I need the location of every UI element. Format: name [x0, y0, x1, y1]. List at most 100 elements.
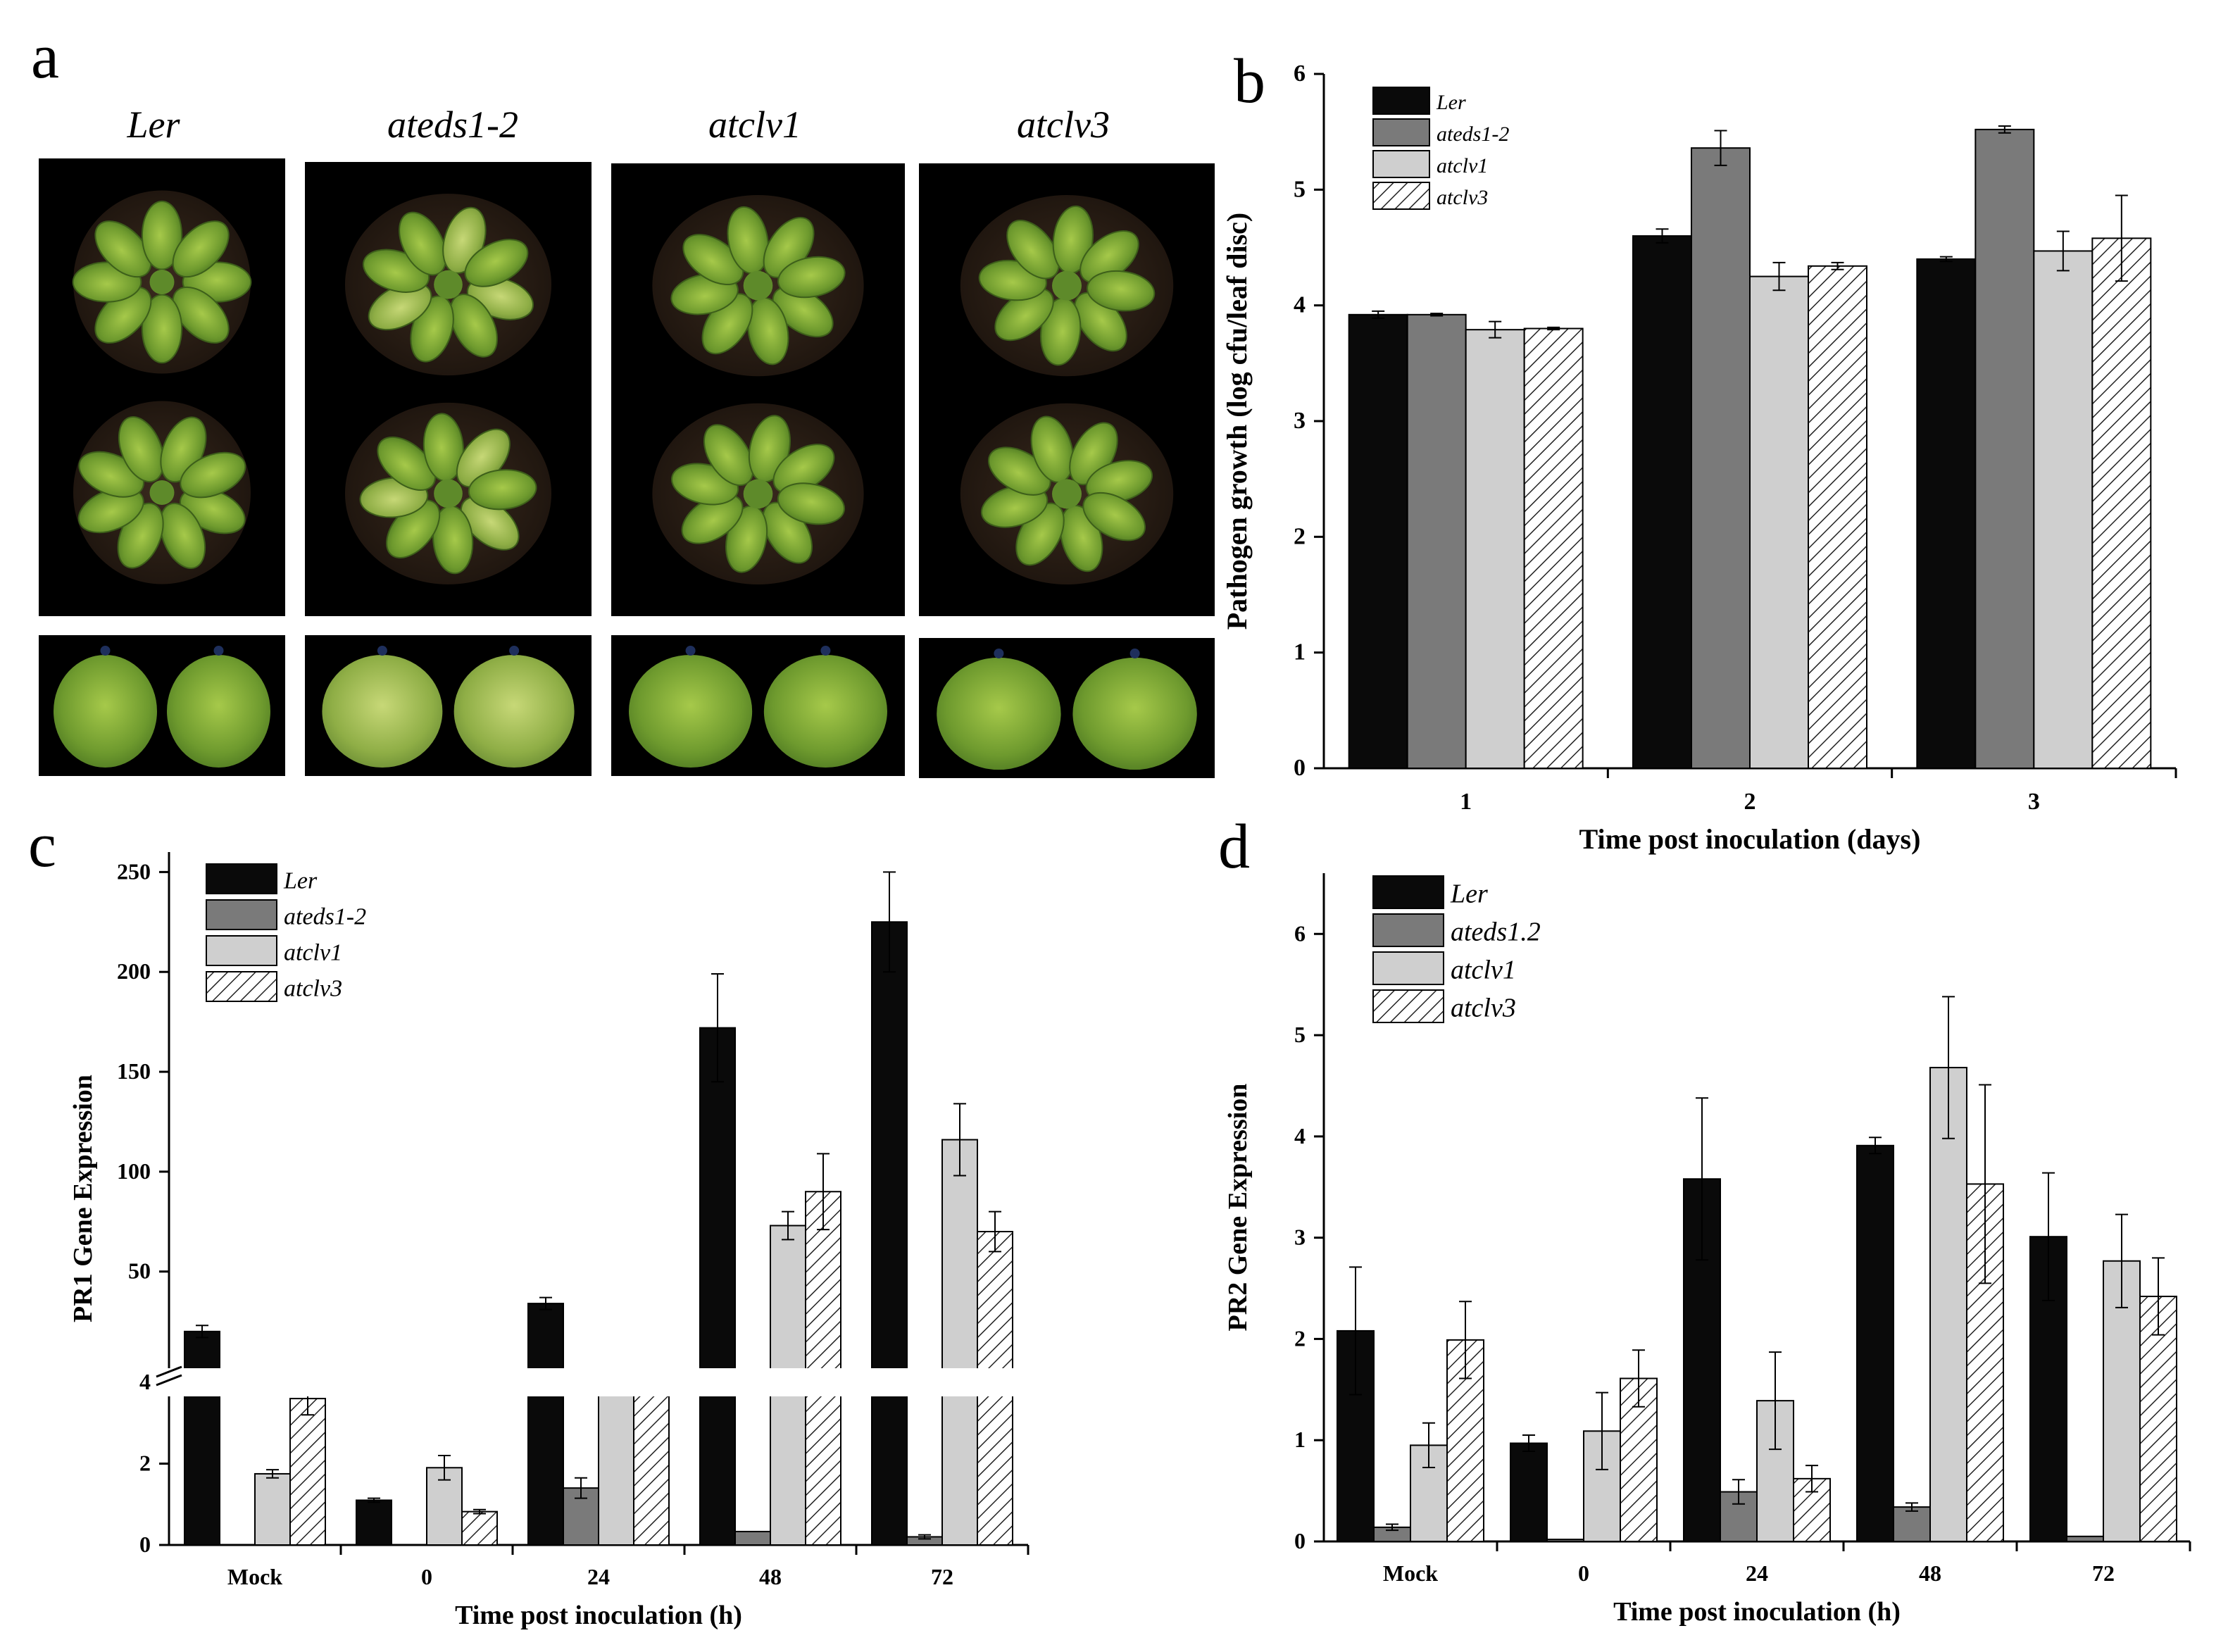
panel-a-letter: a: [31, 22, 59, 92]
x-tick-label: 48: [1919, 1560, 1941, 1586]
rosette-leaf: [141, 294, 183, 364]
rosette-center: [434, 479, 463, 508]
x-tick-label: 2: [1744, 789, 1756, 815]
y-tick-label: 3: [1294, 1225, 1306, 1250]
legend-label: atclv1: [284, 939, 342, 965]
rosette-leaf: [172, 286, 230, 344]
rosette-leaf: [1006, 219, 1060, 280]
legend-label: ateds1-2: [1437, 123, 1509, 146]
panel-d-letter: d: [1218, 812, 1250, 882]
rosette-leaf: [94, 220, 152, 278]
x-tick-label: 0: [421, 1564, 432, 1589]
detached-leaf: [629, 655, 753, 768]
y-tick-label: 150: [117, 1058, 151, 1084]
y-axis-title: Pathogen growth (log cfu/leaf disc): [1221, 213, 1253, 630]
y-tick-label: 2: [139, 1451, 151, 1476]
legend-label: ateds1.2: [1451, 918, 1541, 947]
detached-leaf: [763, 655, 887, 768]
bar: [1691, 147, 1751, 769]
rosette-leaf: [180, 451, 246, 499]
legend-swatch: [1372, 875, 1444, 909]
leaf-photos: [39, 635, 1215, 778]
y-tick-label: 250: [117, 858, 151, 884]
bar: [289, 1398, 326, 1546]
legend-label: atclv3: [1451, 994, 1516, 1023]
inoculation-mark: [509, 646, 520, 656]
x-tick-label: 24: [587, 1564, 610, 1589]
bar: [734, 1530, 771, 1546]
genotype-label-2: ateds1-2: [387, 104, 518, 146]
y-tick-label: 1: [1294, 1427, 1306, 1452]
rosette-center: [743, 479, 773, 509]
bar: [598, 1382, 634, 1546]
bar: [2066, 1535, 2104, 1542]
rosette-leaf: [1087, 270, 1156, 312]
bar: [1465, 329, 1525, 769]
bar: [871, 921, 908, 1546]
x-axis-title: Time post inoculation (h): [1613, 1597, 1901, 1627]
inoculation-mark: [377, 646, 387, 656]
legend-swatch: [1372, 118, 1430, 146]
legend-swatch: [206, 899, 277, 930]
rosette-leaf: [1082, 492, 1146, 542]
genotype-label-4: atclv3: [1017, 104, 1110, 146]
y-tick-label: 100: [117, 1158, 151, 1184]
detached-leaf: [54, 655, 157, 768]
y-axis-title: PR1 Gene Expression: [68, 1075, 98, 1322]
detached-leaf: [322, 655, 443, 768]
bar: [941, 1139, 978, 1546]
bar: [1523, 327, 1584, 769]
rosette-leaf: [159, 502, 206, 569]
bar: [1974, 128, 2035, 769]
bar: [1348, 313, 1408, 769]
legend-swatch: [1372, 951, 1444, 985]
legend-label: atclv1: [1451, 956, 1516, 985]
legend-swatch: [1372, 150, 1430, 178]
bar: [461, 1510, 498, 1546]
x-tick-label: 72: [2092, 1560, 2115, 1586]
rosette-leaf: [777, 482, 846, 525]
legend-label: atclv3: [284, 975, 342, 1001]
panel-b-letter: b: [1234, 46, 1265, 116]
x-tick-label: 72: [931, 1564, 953, 1589]
inoculation-mark: [1129, 649, 1140, 658]
rosette-leaf: [449, 293, 498, 358]
legend-swatch: [206, 935, 277, 966]
bar: [254, 1472, 291, 1546]
genotype-label-1: Ler: [126, 104, 180, 146]
y-axis-title: PR2 Gene Expression: [1223, 1084, 1253, 1332]
bar: [1856, 1144, 1894, 1543]
genotype-label-3: atclv1: [708, 104, 801, 146]
rosette-center: [149, 270, 175, 294]
legend-label: atclv3: [1437, 186, 1488, 209]
y-tick-label: 6: [1294, 61, 1306, 87]
plant-photos: [39, 158, 1215, 616]
x-tick-label: Mock: [1383, 1560, 1438, 1586]
legend-swatch: [206, 971, 277, 1002]
legend-swatch: [1372, 87, 1430, 115]
y-tick-label: 50: [128, 1258, 151, 1284]
rosette-center: [434, 270, 463, 299]
inoculation-mark: [213, 646, 224, 656]
detached-leaf: [937, 657, 1061, 770]
rosette-center: [743, 270, 773, 301]
detached-leaf: [167, 655, 270, 768]
x-axis-title: Time post inoculation (days): [1579, 823, 1921, 855]
legend-swatch: [1372, 182, 1430, 210]
rosette-leaf: [777, 256, 846, 299]
y-tick-label: 4: [1294, 292, 1306, 318]
bar: [699, 1027, 736, 1546]
bar: [527, 1303, 564, 1546]
legend-swatch: [1372, 989, 1444, 1023]
x-tick-label: 3: [2028, 789, 2040, 815]
bar: [1632, 235, 1692, 770]
y-tick-label: 1: [1294, 639, 1306, 665]
legend-label: ateds1-2: [284, 903, 366, 930]
x-tick-label: 1: [1460, 789, 1472, 815]
bar: [1749, 275, 1809, 770]
x-tick-label: Mock: [227, 1564, 282, 1589]
bar: [356, 1499, 392, 1546]
inoculation-mark: [820, 646, 831, 656]
y-tick-label: 2: [1294, 1325, 1306, 1351]
